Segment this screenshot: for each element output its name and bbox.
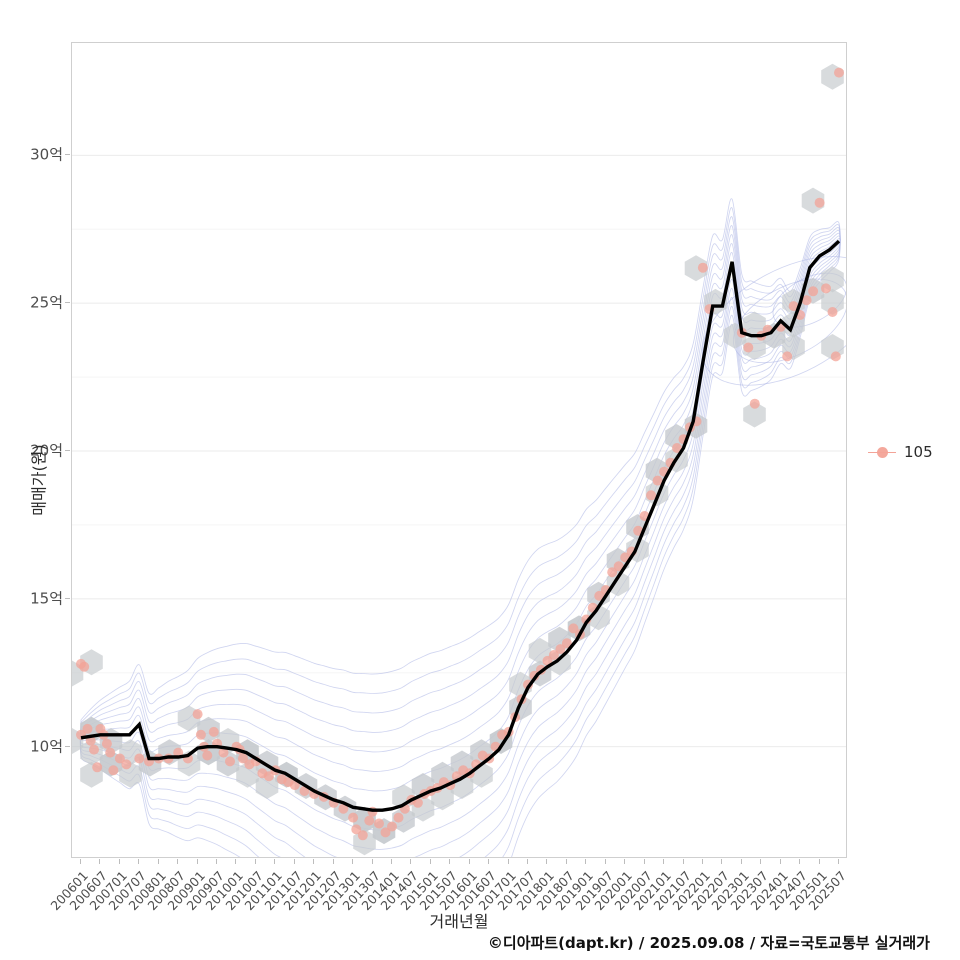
x-tick-mark <box>390 859 392 864</box>
x-tick-mark <box>488 859 490 864</box>
x-tick-mark <box>410 859 412 864</box>
legend: 105 <box>868 442 933 462</box>
x-tick-mark <box>118 859 120 864</box>
x-tick-mark <box>682 859 684 864</box>
x-tick-mark <box>624 859 626 864</box>
footer-credit: ©디아파트(dapt.kr) / 2025.09.08 / 자료=국토교통부 실… <box>487 934 930 952</box>
x-tick-mark <box>216 859 218 864</box>
x-tick-mark <box>99 859 101 864</box>
y-tick-label: 25억 <box>30 293 63 312</box>
x-tick-mark <box>177 859 179 864</box>
legend-marker-105 <box>868 442 896 462</box>
x-tick-mark <box>546 859 548 864</box>
median-trend-line <box>80 239 841 812</box>
x-tick-mark <box>80 859 81 864</box>
x-tick-mark <box>468 859 470 864</box>
x-tick-mark <box>721 859 723 864</box>
x-tick-mark <box>507 859 509 864</box>
y-tick-label: 30억 <box>30 145 63 164</box>
legend-label-105: 105 <box>904 443 933 461</box>
x-tick-mark <box>643 859 645 864</box>
x-tick-mark <box>157 859 159 864</box>
x-tick-mark <box>293 859 295 864</box>
x-tick-mark <box>838 859 839 864</box>
x-tick-mark <box>449 859 451 864</box>
x-tick-mark <box>254 859 256 864</box>
x-tick-mark <box>701 859 703 864</box>
y-axis-labels: 10억 15억 20억 25억 30억 <box>0 0 63 960</box>
x-tick-mark <box>429 859 431 864</box>
x-tick-mark <box>604 859 606 864</box>
x-tick-mark <box>740 859 742 864</box>
y-tick-label: 10억 <box>30 737 63 756</box>
legend-dot-icon <box>876 446 888 458</box>
x-tick-mark <box>818 859 820 864</box>
chart-canvas <box>72 63 846 857</box>
x-tick-mark <box>138 859 140 864</box>
x-tick-mark <box>235 859 237 864</box>
plot-panel <box>71 42 847 858</box>
x-tick-mark <box>760 859 762 864</box>
x-tick-mark <box>527 859 529 864</box>
grid-lines <box>72 154 846 748</box>
y-tick-mark <box>65 450 70 451</box>
y-axis-title: 매매가(원) <box>29 444 49 516</box>
x-tick-mark <box>332 859 334 864</box>
y-tick-label: 15억 <box>30 589 63 608</box>
x-axis-title: 거래년월 <box>429 912 489 931</box>
x-tick-mark <box>585 859 587 864</box>
y-tick-mark <box>65 745 70 747</box>
y-tick-mark <box>65 154 70 156</box>
x-tick-mark <box>371 859 373 864</box>
x-tick-mark <box>274 859 276 864</box>
x-tick-mark <box>196 859 198 864</box>
y-tick-mark <box>65 302 70 304</box>
density-contours <box>79 198 846 857</box>
y-tick-mark <box>65 597 70 599</box>
x-tick-mark <box>352 859 354 864</box>
hexbin-layer <box>72 63 844 856</box>
y-tick-label: 20억 <box>30 441 63 460</box>
x-tick-mark <box>779 859 781 864</box>
x-tick-mark <box>313 859 315 864</box>
x-tick-mark <box>565 859 567 864</box>
x-tick-mark <box>799 859 801 864</box>
x-tick-mark <box>663 859 665 864</box>
